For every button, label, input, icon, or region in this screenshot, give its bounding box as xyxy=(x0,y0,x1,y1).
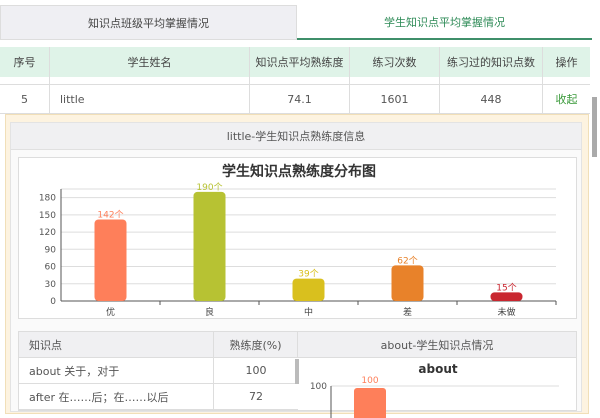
collapse-link[interactable]: 收起 xyxy=(555,93,578,106)
side-bar xyxy=(354,388,386,418)
bar-label: 62个 xyxy=(397,255,417,266)
x-tick-label: 差 xyxy=(403,306,412,318)
y-tick-label: 60 xyxy=(45,263,57,273)
col-avg: 知识点平均熟练度 xyxy=(250,47,350,77)
col-count: 练习次数 xyxy=(350,47,440,77)
y-tick-label: 120 xyxy=(39,228,56,238)
bar-4 xyxy=(490,292,523,301)
knowledge-table: 知识点 熟练度(%) about-学生知识点情况 about 关于，对于 100 … xyxy=(18,331,577,418)
knowledge-row[interactable]: after 在……后；在……以后 72 xyxy=(19,384,298,410)
bar-3 xyxy=(391,265,424,301)
x-tick-label: 中 xyxy=(304,306,313,318)
knowledge-value: 72 xyxy=(249,390,263,403)
row-avg: 74.1 xyxy=(250,85,350,113)
side-ytick: 100 xyxy=(310,382,327,392)
bar-label: 39个 xyxy=(298,269,318,280)
y-tick-label: 150 xyxy=(39,211,56,221)
row-count: 1601 xyxy=(350,85,440,113)
partial-row xyxy=(0,77,590,85)
x-tick-label: 优 xyxy=(106,306,115,318)
scrollbar[interactable] xyxy=(592,97,597,157)
chart-title: 学生知识点熟练度分布图 xyxy=(222,163,376,180)
kcol-value: 熟练度(%) xyxy=(214,332,298,357)
bar-label: 190个 xyxy=(196,182,222,193)
bar-0 xyxy=(94,219,127,301)
side-chart-title: about xyxy=(418,362,457,376)
row-points: 448 xyxy=(440,85,543,113)
x-tick-label: 未做 xyxy=(497,306,515,318)
row-name: little xyxy=(50,85,250,113)
y-tick-label: 0 xyxy=(50,297,56,307)
bar-1 xyxy=(193,191,226,301)
side-chart: about 100 100 xyxy=(310,362,559,418)
row-index: 5 xyxy=(0,85,50,113)
tab-class-average[interactable]: 知识点班级平均掌握情况 xyxy=(0,5,297,40)
col-index: 序号 xyxy=(0,47,50,77)
table-row: 5 little 74.1 1601 448 收起 xyxy=(0,85,590,114)
knowledge-scrollbar[interactable] xyxy=(295,359,299,384)
knowledge-name: about 关于，对于 xyxy=(19,358,214,383)
kcol-name: 知识点 xyxy=(19,332,214,357)
bar-label: 142个 xyxy=(97,209,123,220)
col-points: 练习过的知识点数 xyxy=(440,47,543,77)
tab-student-average[interactable]: 学生知识点平均掌握情况 xyxy=(297,5,592,40)
side-bar-label: 100 xyxy=(361,376,378,386)
knowledge-name: after 在……后；在……以后 xyxy=(19,384,214,409)
y-tick-label: 180 xyxy=(39,194,56,204)
bar-label: 15个 xyxy=(496,282,516,293)
col-action: 操作 xyxy=(555,56,578,69)
detail-title: little-学生知识点熟练度信息 xyxy=(11,123,581,150)
col-name: 学生姓名 xyxy=(50,47,250,77)
x-tick-label: 良 xyxy=(205,306,214,318)
knowledge-value: 100 xyxy=(245,364,267,377)
table-header: 序号 学生姓名 知识点平均熟练度 练习次数 练习过的知识点数 操作 xyxy=(0,47,590,77)
y-tick-label: 90 xyxy=(45,245,57,255)
distribution-chart: 学生知识点熟练度分布图 0 30 60 90 120 150 180 142个优 190个良 39… xyxy=(18,157,577,319)
bar-2 xyxy=(292,278,325,301)
knowledge-row[interactable]: about 关于，对于 100 xyxy=(19,358,298,384)
y-tick-label: 30 xyxy=(45,280,57,290)
side-title: about-学生知识点情况 xyxy=(380,338,494,352)
